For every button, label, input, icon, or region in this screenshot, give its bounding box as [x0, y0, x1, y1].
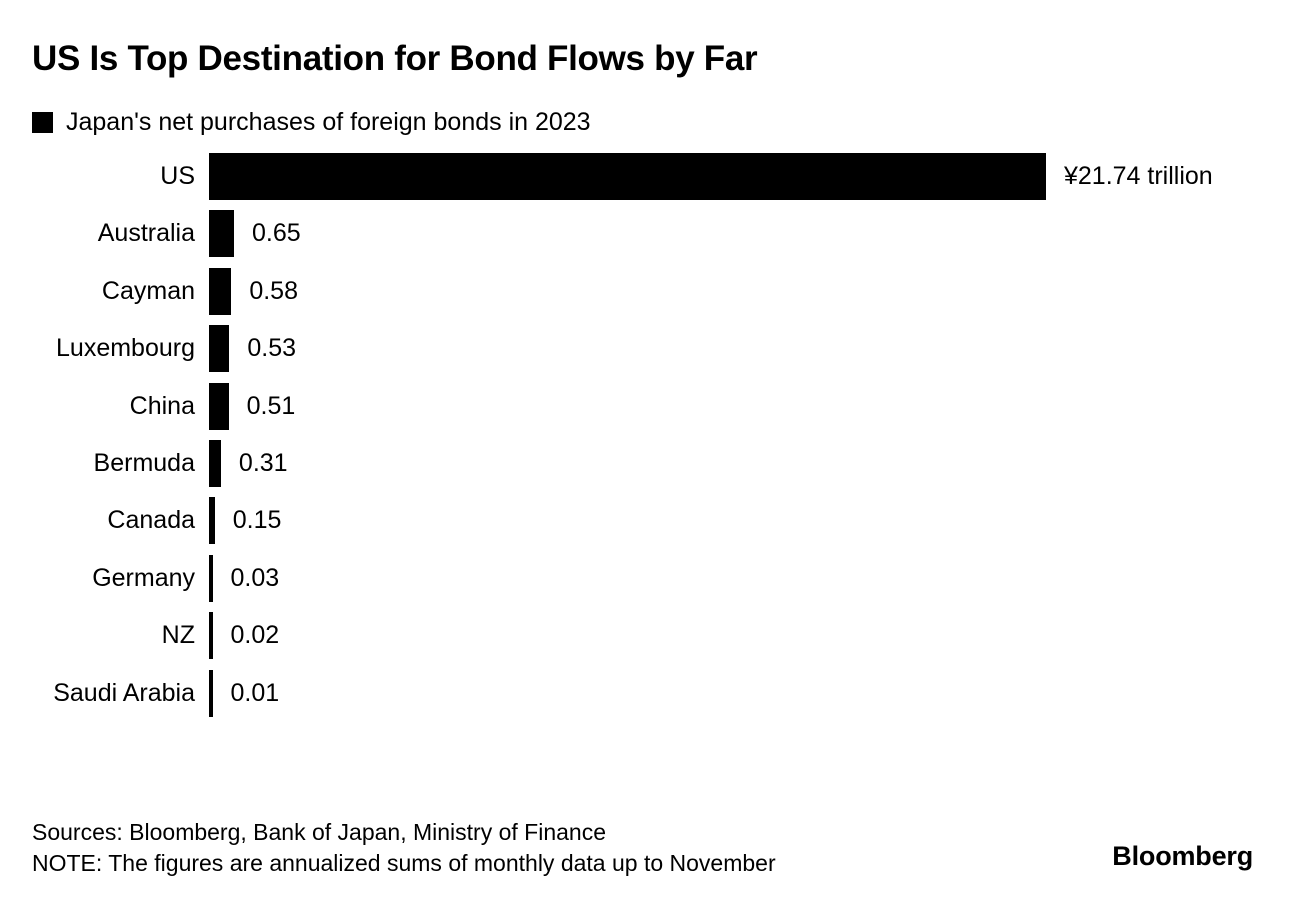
bar — [209, 554, 213, 602]
bar-chart: US ¥21.74 trillion Australia 0.65 Cayman 0.58… — [32, 153, 1261, 727]
chart-row: Germany 0.03 — [32, 554, 1261, 602]
bar — [209, 497, 215, 545]
value-label: 0.53 — [247, 334, 297, 363]
value-label: 0.51 — [246, 391, 296, 420]
chart-row: US ¥21.74 trillion — [32, 153, 1261, 200]
chart-row: Bermuda 0.31 — [32, 439, 1261, 487]
category-label: Saudi Arabia — [53, 678, 195, 707]
chart-row: Cayman 0.58 — [32, 267, 1261, 315]
bar — [209, 612, 213, 660]
chart-row: Australia 0.65 — [32, 210, 1261, 258]
value-label: 0.02 — [230, 621, 280, 650]
value-label: ¥21.74 trillion — [1064, 162, 1213, 190]
bar — [209, 153, 1046, 200]
category-label: US — [160, 162, 195, 190]
category-label: China — [129, 391, 195, 420]
value-label: 0.65 — [252, 219, 301, 248]
footer: Sources: Bloomberg, Bank of Japan, Minis… — [32, 817, 776, 879]
category-label: Canada — [107, 506, 195, 535]
bar — [209, 382, 229, 430]
value-label: 0.58 — [249, 276, 298, 305]
chart-row: Luxembourg 0.53 — [32, 325, 1261, 373]
bar — [209, 669, 213, 717]
legend: Japan's net purchases of foreign bonds i… — [32, 110, 591, 135]
bar — [209, 210, 235, 258]
footnote: NOTE: The figures are annualized sums of… — [32, 850, 776, 876]
value-label: 0.03 — [230, 563, 280, 592]
chart-row: Canada 0.15 — [32, 497, 1261, 545]
bar — [209, 267, 232, 315]
legend-swatch-icon — [32, 112, 53, 133]
bar — [209, 439, 221, 487]
value-label: 0.31 — [238, 448, 288, 477]
bar — [209, 325, 230, 373]
category-label: Cayman — [101, 276, 195, 305]
value-label: 0.15 — [232, 506, 282, 535]
category-label: Luxembourg — [56, 334, 195, 363]
category-label: Australia — [97, 219, 195, 248]
chart-title: US Is Top Destination for Bond Flows by … — [32, 39, 758, 78]
category-label: NZ — [161, 621, 195, 650]
chart-row: Saudi Arabia 0.01 — [32, 669, 1261, 717]
chart-row: NZ 0.02 — [32, 612, 1261, 660]
sources-note: Sources: Bloomberg, Bank of Japan, Minis… — [32, 819, 607, 845]
category-label: Germany — [92, 563, 195, 592]
chart-row: China 0.51 — [32, 382, 1261, 430]
bloomberg-logo: Bloomberg — [1112, 841, 1253, 871]
value-label: 0.01 — [230, 678, 280, 707]
category-label: Bermuda — [93, 448, 195, 477]
legend-label: Japan's net purchases of foreign bonds i… — [66, 108, 591, 136]
